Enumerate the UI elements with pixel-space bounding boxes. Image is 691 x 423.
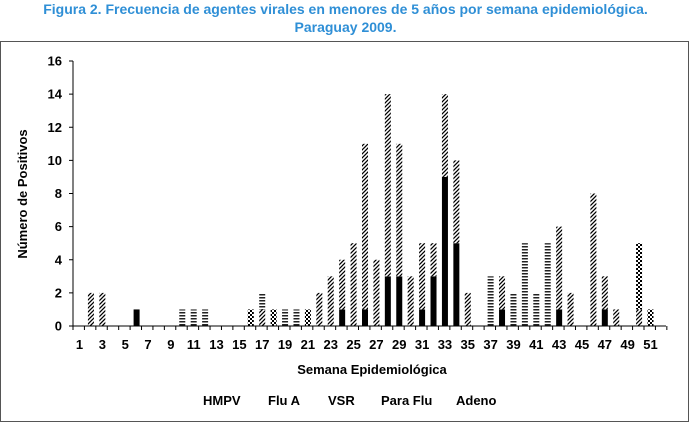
bar-para-flu-week-19 <box>282 309 289 326</box>
x-tick-label: 17 <box>255 337 269 352</box>
bar-para-flu-week-17 <box>259 292 266 310</box>
bar-vsr-week-47 <box>601 276 608 310</box>
y-tick-label: 0 <box>55 319 62 334</box>
bar-para-flu-week-40 <box>521 243 528 326</box>
bar-vsr-week-44 <box>567 292 574 326</box>
x-tick-label: 19 <box>278 337 292 352</box>
y-tick-label: 12 <box>48 120 62 135</box>
bar-hmpv-week-24 <box>339 309 346 326</box>
x-tick-label: 45 <box>575 337 589 352</box>
bar-vsr-week-24 <box>339 259 346 310</box>
x-tick-label: 9 <box>167 337 174 352</box>
x-tick-label: 37 <box>483 337 497 352</box>
bar-adeno-week-50 <box>636 243 643 310</box>
bar-vsr-week-48 <box>613 309 620 326</box>
bar-para-flu-week-42 <box>544 243 551 326</box>
bar-para-flu-week-41 <box>533 292 540 326</box>
x-tick-label: 33 <box>438 337 452 352</box>
chart-frame <box>0 41 689 422</box>
bar-hmpv-week-33 <box>441 176 448 326</box>
bar-adeno-week-51 <box>647 309 654 326</box>
x-tick-label: 25 <box>346 337 360 352</box>
chart-title-line-2: Paraguay 2009. <box>294 19 397 35</box>
x-tick-label: 23 <box>324 337 338 352</box>
bar-adeno-week-18 <box>270 309 277 326</box>
x-tick-label: 27 <box>369 337 383 352</box>
x-tick-label: 51 <box>643 337 657 352</box>
legend-entry-hmpv: HMPV <box>203 393 241 408</box>
bar-hmpv-week-31 <box>419 309 426 326</box>
legend-entry-para-flu: Para Flu <box>381 393 432 408</box>
x-tick-label: 35 <box>461 337 475 352</box>
x-tick-label: 41 <box>529 337 543 352</box>
bar-hmpv-week-34 <box>453 243 460 326</box>
bar-vsr-week-27 <box>373 259 380 326</box>
bar-vsr-week-43 <box>556 226 563 310</box>
y-tick-label: 10 <box>48 153 62 168</box>
bar-vsr-week-35 <box>464 292 471 326</box>
x-tick-label: 21 <box>301 337 315 352</box>
legend-entry-flu-a: Flu A <box>268 393 301 408</box>
bar-hmpv-week-47 <box>601 309 608 326</box>
y-tick-label: 2 <box>55 285 62 300</box>
bar-adeno-week-16 <box>247 309 254 326</box>
y-axis-title: Número de Positivos <box>15 129 30 258</box>
x-tick-label: 39 <box>506 337 520 352</box>
bar-para-flu-week-11 <box>190 309 197 326</box>
x-tick-label: 29 <box>392 337 406 352</box>
x-tick-label: 11 <box>187 337 201 352</box>
x-tick-label: 43 <box>552 337 566 352</box>
y-tick-label: 8 <box>55 186 62 201</box>
bar-vsr-week-50 <box>636 309 643 326</box>
legend-entry-vsr: VSR <box>328 393 355 408</box>
bar-para-flu-week-37 <box>487 276 494 326</box>
y-tick-label: 14 <box>48 87 63 102</box>
bar-hmpv-week-29 <box>396 276 403 326</box>
bar-para-flu-week-12 <box>202 309 209 326</box>
bar-vsr-week-26 <box>362 143 368 310</box>
x-tick-label: 3 <box>99 337 106 352</box>
x-tick-label: 13 <box>209 337 223 352</box>
x-axis-title: Semana Epidemiológica <box>297 362 447 377</box>
bar-para-flu-week-10 <box>179 309 186 326</box>
bar-vsr-week-30 <box>407 276 414 326</box>
bar-vsr-week-38 <box>499 276 506 310</box>
bar-vsr-week-2 <box>87 292 94 326</box>
y-tick-label: 16 <box>48 54 62 69</box>
x-tick-label: 1 <box>76 337 83 352</box>
legend-entry-adeno: Adeno <box>456 393 497 408</box>
x-tick-label: 7 <box>144 337 151 352</box>
bar-hmpv-week-28 <box>384 276 391 326</box>
chart-title-line-1: Figura 2. Frecuencia de agentes virales … <box>43 1 648 17</box>
bar-adeno-week-21 <box>304 309 311 326</box>
bar-hmpv-week-38 <box>499 309 506 326</box>
bar-vsr-week-33 <box>441 94 448 177</box>
bar-hmpv-week-32 <box>430 276 437 326</box>
y-tick-label: 4 <box>55 252 63 267</box>
y-tick-label: 6 <box>55 219 62 234</box>
bar-vsr-week-25 <box>350 243 357 326</box>
bar-vsr-week-31 <box>419 243 426 310</box>
bar-para-flu-week-39 <box>510 292 517 326</box>
bar-vsr-week-17 <box>259 309 266 326</box>
x-tick-label: 31 <box>415 337 429 352</box>
x-tick-label: 49 <box>620 337 634 352</box>
bar-vsr-week-3 <box>99 292 106 326</box>
x-tick-label: 15 <box>232 337 246 352</box>
bar-hmpv-week-6 <box>133 309 140 326</box>
bar-vsr-week-46 <box>590 193 597 326</box>
bar-para-flu-week-20 <box>293 309 300 326</box>
bar-vsr-week-29 <box>396 143 403 277</box>
bar-vsr-week-22 <box>316 292 323 326</box>
bar-vsr-week-28 <box>384 94 391 277</box>
chart-title: Figura 2. Frecuencia de agentes virales … <box>0 0 691 36</box>
bar-vsr-week-23 <box>327 276 334 326</box>
x-tick-label: 47 <box>598 337 612 352</box>
bar-hmpv-week-43 <box>556 309 563 326</box>
bar-vsr-week-32 <box>430 243 437 277</box>
bar-vsr-week-34 <box>453 160 460 244</box>
x-tick-label: 5 <box>122 337 129 352</box>
bar-hmpv-week-26 <box>362 309 368 326</box>
